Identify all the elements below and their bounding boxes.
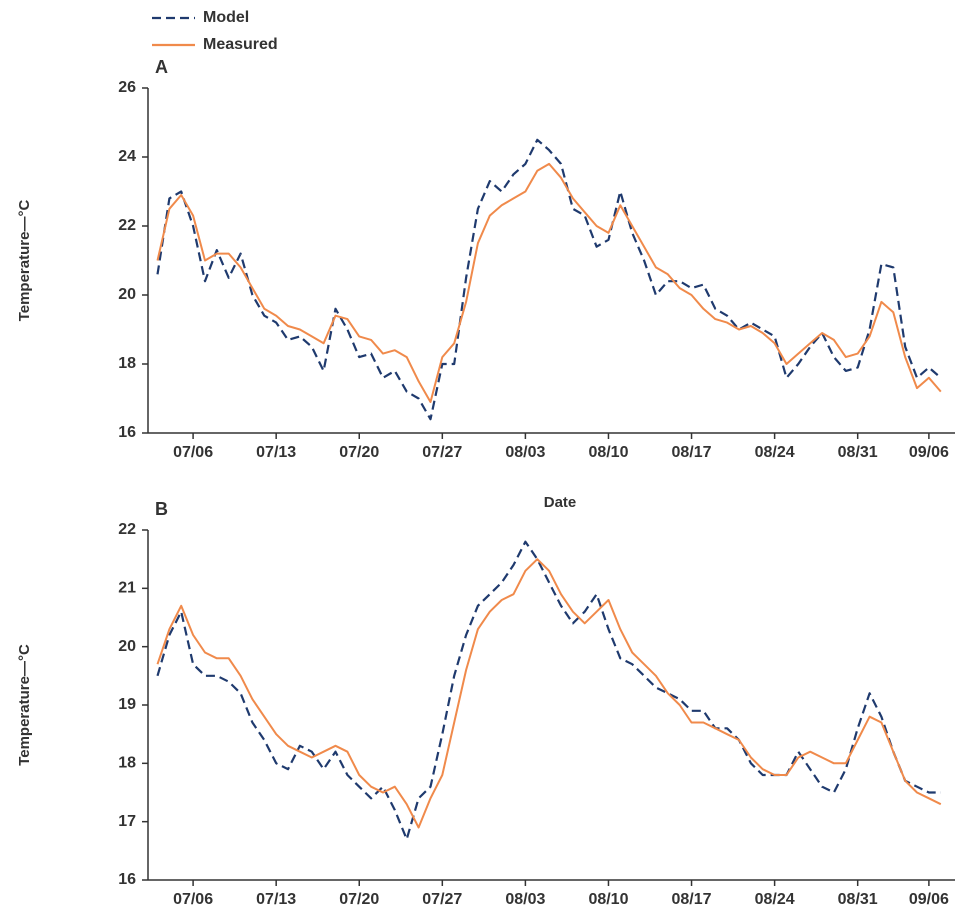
x-tick-label: 09/06: [909, 444, 949, 461]
x-tick-label: 08/03: [505, 444, 545, 461]
x-tick-label: 07/27: [422, 891, 462, 908]
y-tick-label: 18: [118, 355, 136, 372]
x-tick-label: 07/06: [173, 444, 213, 461]
legend-label: Measured: [203, 36, 278, 53]
y-tick-label: 17: [118, 813, 136, 830]
series-line: [156, 162, 942, 403]
y-tick-label: 19: [118, 696, 136, 713]
x-tick-label: 08/24: [755, 891, 795, 908]
y-axis-label: Temperature—°C: [16, 200, 33, 322]
y-tick-label: 21: [118, 580, 136, 597]
y-tick-label: 16: [118, 424, 136, 441]
y-tick-label: 18: [118, 755, 136, 772]
x-tick-label: 09/06: [909, 891, 949, 908]
y-tick-label: 20: [118, 638, 136, 655]
y-tick-label: 16: [118, 871, 136, 888]
x-tick-label: 07/13: [256, 891, 296, 908]
y-axis-label: Temperature—°C: [16, 644, 33, 766]
x-tick-label: 07/20: [339, 444, 379, 461]
x-tick-label: 07/06: [173, 891, 213, 908]
y-tick-label: 22: [118, 217, 136, 234]
x-tick-label: 07/13: [256, 444, 296, 461]
x-tick-label: 08/31: [838, 444, 878, 461]
y-tick-label: 20: [118, 286, 136, 303]
series-line: [156, 138, 942, 421]
x-tick-label: 08/10: [588, 891, 628, 908]
x-tick-label: 08/17: [672, 444, 712, 461]
legend-label: Model: [203, 9, 249, 26]
x-tick-label: 07/27: [422, 444, 462, 461]
y-tick-label: 22: [118, 521, 136, 538]
x-tick-label: 08/24: [755, 444, 795, 461]
x-tick-label: 08/17: [672, 891, 712, 908]
series-line: [156, 558, 942, 829]
panel-label: B: [155, 499, 168, 519]
x-tick-label: 08/03: [505, 891, 545, 908]
y-tick-label: 24: [118, 148, 136, 165]
x-tick-label: 07/20: [339, 891, 379, 908]
panel-label: A: [155, 57, 168, 77]
x-tick-label: 08/10: [588, 444, 628, 461]
series-line: [156, 540, 941, 841]
x-tick-label: 08/31: [838, 891, 878, 908]
x-axis-label: Date: [544, 494, 577, 511]
y-tick-label: 26: [118, 79, 136, 96]
